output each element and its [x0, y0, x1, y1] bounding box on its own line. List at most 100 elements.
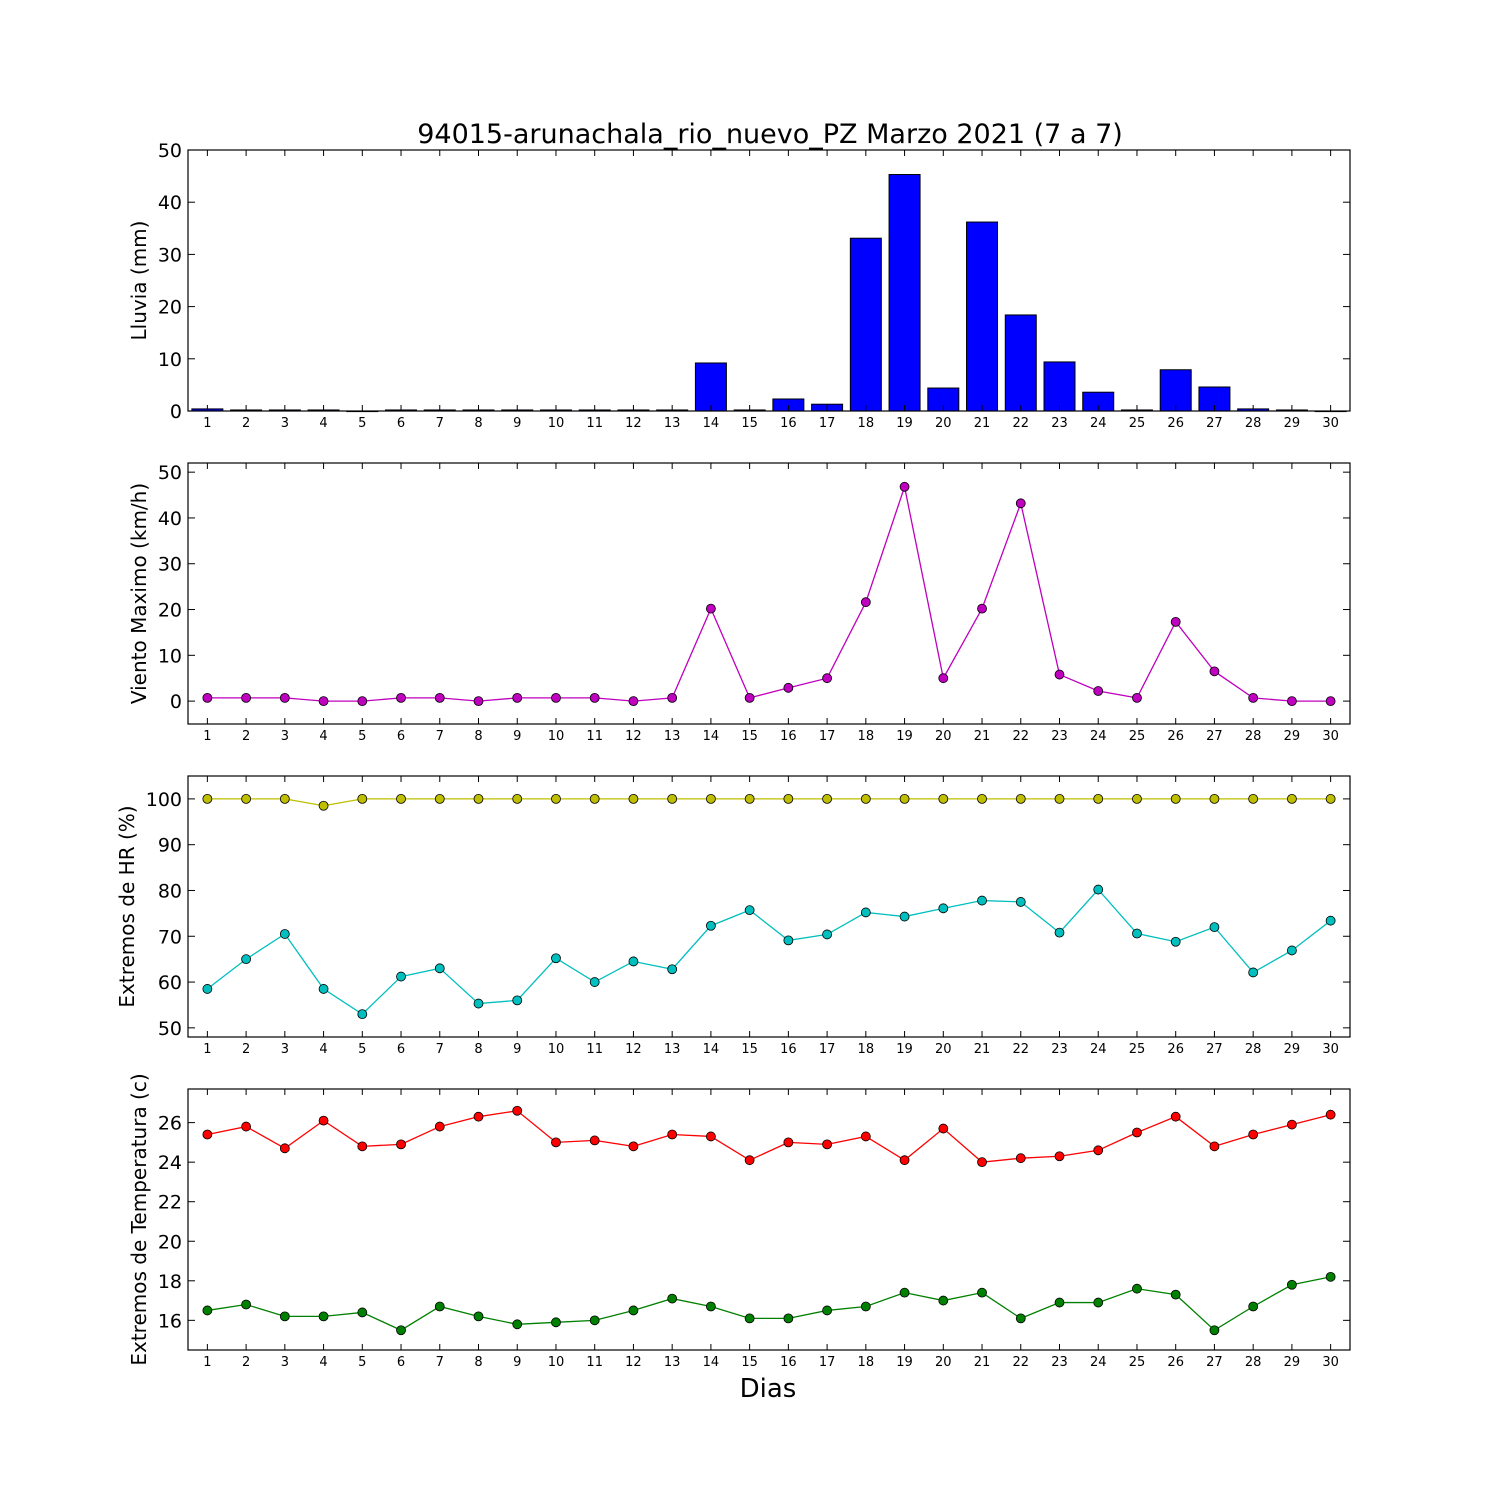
- x-tick-label: 21: [974, 1042, 991, 1057]
- data-point: [1015, 498, 1026, 509]
- data-point: [744, 793, 755, 804]
- x-tick-label: 30: [1322, 1042, 1339, 1057]
- data-point: [1209, 1325, 1220, 1336]
- x-tick-label: 24: [1090, 1042, 1107, 1057]
- data-point: [706, 793, 716, 804]
- data-point: [1015, 1153, 1026, 1164]
- data-point: [241, 1121, 252, 1132]
- data-point: [551, 1137, 561, 1148]
- data-point: [279, 1311, 290, 1322]
- data-point: [860, 793, 871, 804]
- y-tick-label: 100: [146, 789, 182, 811]
- x-tick-label: 30: [1322, 729, 1339, 744]
- x-tick-label: 12: [625, 1355, 642, 1370]
- data-point: [241, 954, 252, 965]
- data-point: [667, 793, 678, 804]
- x-tick-label: 22: [1012, 1042, 1029, 1057]
- data-point: [1170, 1111, 1181, 1122]
- data-point: [512, 793, 523, 804]
- data-point: [1248, 1301, 1259, 1312]
- data-point: [1054, 1151, 1065, 1162]
- x-tick-label: 27: [1206, 729, 1223, 744]
- data-point: [667, 1129, 678, 1140]
- data-point: [1325, 793, 1336, 804]
- data-point: [1132, 1283, 1142, 1294]
- x-axis-label: Dias: [740, 1374, 797, 1404]
- data-point: [512, 995, 523, 1006]
- data-point: [318, 800, 329, 811]
- data-point: [744, 1313, 755, 1324]
- data-point: [279, 1143, 290, 1154]
- data-point: [473, 1111, 484, 1122]
- x-tick-label: 9: [513, 1042, 521, 1057]
- data-point: [822, 673, 832, 684]
- x-tick-label: 4: [319, 416, 327, 431]
- x-tick-label: 10: [548, 1355, 565, 1370]
- data-point: [318, 696, 329, 707]
- x-tick-label: 27: [1206, 1355, 1223, 1370]
- x-tick-label: 26: [1167, 1042, 1184, 1057]
- x-tick-label: 25: [1129, 1355, 1146, 1370]
- x-tick-label: 24: [1090, 1355, 1107, 1370]
- x-tick-label: 28: [1245, 1355, 1262, 1370]
- y-tick-label: 50: [158, 462, 182, 484]
- x-tick-label: 9: [513, 416, 521, 431]
- x-tick-label: 24: [1090, 416, 1107, 431]
- x-tick-label: 6: [397, 1042, 405, 1057]
- data-point: [1287, 793, 1297, 804]
- data-point: [202, 693, 213, 703]
- x-tick-label: 29: [1284, 1042, 1301, 1057]
- data-point: [667, 964, 678, 975]
- x-tick-label: 26: [1167, 1355, 1184, 1370]
- data-point: [551, 1317, 561, 1328]
- data-point: [977, 603, 987, 614]
- data-point: [1325, 1109, 1336, 1120]
- x-tick-label: 7: [436, 1355, 444, 1370]
- data-point: [279, 693, 290, 703]
- data-point: [202, 793, 213, 804]
- data-point: [1170, 936, 1181, 947]
- x-tick-label: 13: [664, 1355, 681, 1370]
- x-tick-label: 3: [281, 729, 289, 744]
- y-tick-label: 80: [158, 880, 182, 902]
- data-point: [938, 903, 949, 914]
- x-tick-label: 26: [1167, 729, 1184, 744]
- y-axis-label: Lluvia (mm): [127, 221, 151, 341]
- data-point: [1287, 1119, 1297, 1130]
- data-point: [822, 793, 832, 804]
- x-tick-label: 13: [664, 1042, 681, 1057]
- chart-title: 94015-arunachala_rio_nuevo_PZ Marzo 2021…: [417, 119, 1123, 150]
- x-tick-label: 16: [780, 1042, 797, 1057]
- data-point: [1093, 793, 1104, 804]
- data-point: [783, 1137, 794, 1148]
- data-point: [860, 597, 871, 608]
- x-tick-label: 26: [1167, 416, 1184, 431]
- x-tick-label: 28: [1245, 729, 1262, 744]
- x-tick-label: 5: [358, 729, 366, 744]
- x-tick-label: 3: [281, 416, 289, 431]
- data-point: [241, 693, 252, 703]
- y-tick-label: 24: [158, 1152, 182, 1174]
- data-point: [822, 1139, 832, 1150]
- x-tick-label: 10: [548, 1042, 565, 1057]
- data-point: [1132, 693, 1142, 703]
- data-point: [1248, 693, 1259, 703]
- data-point: [512, 1319, 523, 1330]
- x-tick-label: 10: [548, 729, 565, 744]
- x-tick-label: 5: [358, 1042, 366, 1057]
- bar: [849, 237, 882, 412]
- data-point: [977, 895, 987, 906]
- x-tick-label: 10: [548, 416, 565, 431]
- x-tick-label: 4: [319, 729, 327, 744]
- data-point: [279, 793, 290, 804]
- x-tick-label: 8: [474, 416, 482, 431]
- x-tick-label: 28: [1245, 416, 1262, 431]
- data-point: [1132, 1127, 1142, 1138]
- data-point: [938, 1295, 949, 1306]
- x-tick-label: 14: [703, 416, 720, 431]
- x-tick-label: 3: [281, 1042, 289, 1057]
